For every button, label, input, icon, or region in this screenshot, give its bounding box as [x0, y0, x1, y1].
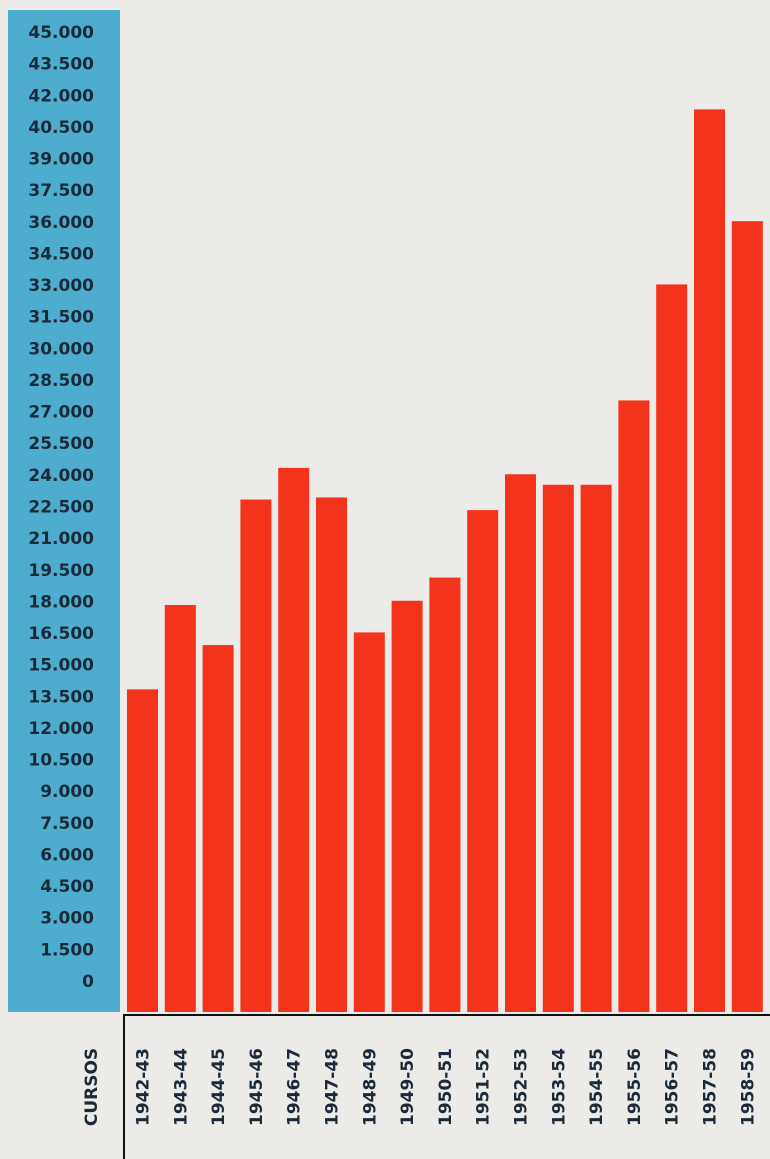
bar — [353, 632, 385, 1012]
x-tick-label: 1947-48 — [323, 1048, 343, 1126]
y-tick-label: 43.500 — [28, 55, 94, 75]
y-tick-label: 4.500 — [40, 877, 94, 897]
x-tick-label: 1951-52 — [474, 1048, 494, 1126]
bar — [694, 109, 725, 1012]
y-tick-label: 45.000 — [28, 23, 94, 43]
bar — [127, 689, 158, 1012]
bar — [164, 604, 196, 1012]
y-tick-label: 39.000 — [28, 150, 94, 170]
y-tick-label: 18.000 — [28, 592, 94, 612]
bar — [542, 484, 574, 1012]
bar — [505, 474, 536, 1012]
bar — [656, 284, 688, 1012]
x-tick-label: 1956-57 — [663, 1048, 683, 1126]
bar — [240, 499, 272, 1012]
bar — [202, 645, 234, 1012]
y-tick-label: 7.500 — [40, 814, 94, 834]
y-tick-label: 31.500 — [28, 308, 94, 328]
y-tick-label: 28.500 — [28, 371, 94, 391]
bar — [467, 510, 499, 1012]
y-tick-label: 24.000 — [28, 466, 94, 486]
x-tick-label: 1950-51 — [436, 1048, 456, 1126]
y-tick-label: 12.000 — [28, 719, 94, 739]
bar — [731, 221, 763, 1012]
bar — [618, 400, 650, 1012]
x-axis-label: CURSOS — [82, 1048, 102, 1126]
x-tick-label: 1955-56 — [625, 1048, 645, 1126]
y-tick-label: 0 — [82, 972, 94, 992]
bar — [391, 600, 423, 1012]
y-tick-label: 9.000 — [40, 782, 94, 802]
axis-panel — [8, 10, 120, 1012]
y-tick-label: 34.500 — [28, 244, 94, 264]
y-tick-label: 19.500 — [28, 561, 94, 581]
y-tick-label: 36.000 — [28, 213, 94, 233]
y-tick-label: 10.500 — [28, 751, 94, 771]
y-tick-label: 3.000 — [40, 909, 94, 929]
y-tick-label: 40.500 — [28, 118, 94, 138]
x-tick-label: 1945-46 — [247, 1048, 267, 1126]
y-tick-label: 37.500 — [28, 181, 94, 201]
bar — [429, 577, 461, 1012]
y-tick-label: 16.500 — [28, 624, 94, 644]
y-tick-label: 13.500 — [28, 687, 94, 707]
y-tick-label: 25.500 — [28, 434, 94, 454]
y-tick-label: 27.000 — [28, 403, 94, 423]
y-tick-label: 21.000 — [28, 529, 94, 549]
y-tick-label: 1.500 — [40, 940, 94, 960]
bar — [580, 484, 612, 1012]
x-tick-label: 1948-49 — [360, 1048, 380, 1126]
x-tick-label: 1957-58 — [701, 1048, 721, 1126]
y-tick-label: 15.000 — [28, 656, 94, 676]
y-tick-label: 33.000 — [28, 276, 94, 296]
bar — [278, 467, 310, 1012]
y-tick-label: 6.000 — [40, 845, 94, 865]
y-tick-label: 30.000 — [28, 339, 94, 359]
x-tick-label: 1953-54 — [549, 1048, 569, 1126]
x-tick-label: 1949-50 — [398, 1048, 418, 1126]
x-tick-label: 1943-44 — [171, 1048, 191, 1126]
x-tick-label: 1954-55 — [587, 1048, 607, 1126]
x-tick-label: 1944-45 — [209, 1048, 229, 1126]
x-tick-label: 1958-59 — [738, 1048, 758, 1126]
y-tick-label: 42.000 — [28, 86, 94, 106]
y-tick-label: 22.500 — [28, 498, 94, 518]
bar — [316, 497, 347, 1012]
x-tick-label: 1942-43 — [134, 1048, 154, 1126]
category-box — [123, 1014, 770, 1159]
x-tick-label: 1946-47 — [285, 1048, 305, 1126]
x-tick-label: 1952-53 — [512, 1048, 532, 1126]
